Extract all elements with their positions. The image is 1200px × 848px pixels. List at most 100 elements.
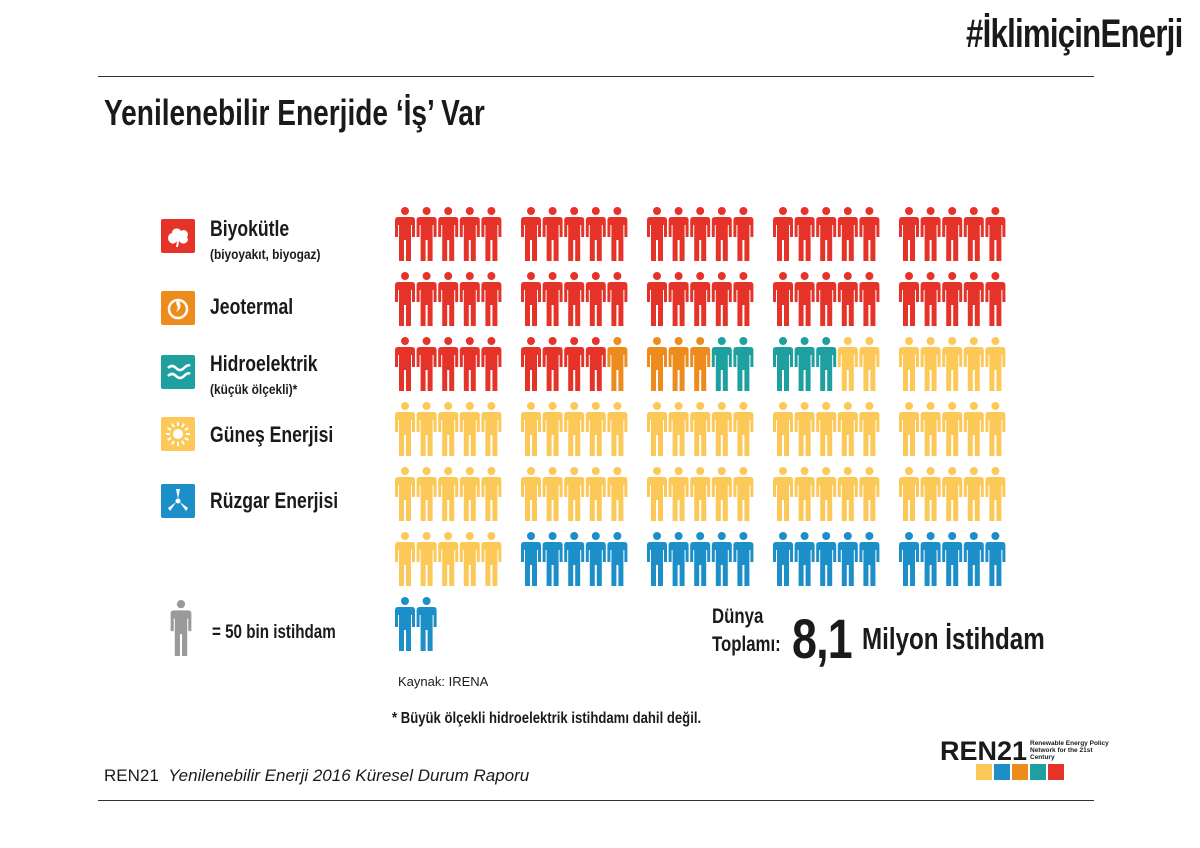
person-figure [859, 207, 880, 261]
person-figure [794, 532, 815, 586]
person-figure [521, 337, 541, 391]
report-name: Yenilenebilir Enerji 2016 Küresel Durum … [168, 766, 530, 785]
person-figure [794, 272, 815, 326]
person-figure [668, 337, 689, 391]
person-figure [773, 272, 793, 326]
top-divider [98, 76, 1094, 77]
person-figure [521, 467, 541, 521]
report-org: REN21 [104, 766, 159, 785]
logo-sun-icon [976, 764, 992, 780]
person-figure [542, 272, 563, 326]
legend-label-geothermal: Jeotermal [210, 294, 294, 319]
person-figure [585, 272, 606, 326]
person-figure [794, 467, 815, 521]
person-figure [733, 272, 754, 326]
person-figure [438, 467, 459, 521]
person-figure [564, 337, 585, 391]
bottom-divider [98, 800, 1094, 801]
person-figure [816, 467, 837, 521]
person-figure [607, 337, 628, 391]
person-figure [690, 272, 711, 326]
person-figure [395, 207, 415, 261]
person-figure [920, 272, 941, 326]
person-figure [668, 272, 689, 326]
person-figure [794, 337, 815, 391]
person-figure [985, 402, 1006, 456]
person-figure [963, 467, 984, 521]
person-figure [920, 532, 941, 586]
person-figure [773, 467, 793, 521]
person-figure [899, 532, 919, 586]
person-figure [521, 272, 541, 326]
person-figure [395, 272, 415, 326]
person-figure [395, 467, 415, 521]
person-figure [690, 207, 711, 261]
person-figure [837, 467, 858, 521]
person-figure [985, 207, 1006, 261]
person-figure [564, 272, 585, 326]
person-figure [542, 532, 563, 586]
person-figure [711, 532, 732, 586]
person-figure [690, 402, 711, 456]
person-figure [773, 402, 793, 456]
person-figure [416, 467, 437, 521]
person-figure [459, 532, 480, 586]
person-figure [773, 532, 793, 586]
logo-text: REN21 [940, 736, 1028, 766]
person-figure [899, 467, 919, 521]
person-figure [711, 402, 732, 456]
person-figure [985, 337, 1006, 391]
sun-icon [161, 417, 195, 451]
person-figure [859, 532, 880, 586]
person-figure [942, 272, 963, 326]
source-note: Kaynak: IRENA [398, 674, 489, 689]
person-figure [794, 402, 815, 456]
person-figure [733, 207, 754, 261]
person-figure [416, 337, 437, 391]
person-figure [395, 597, 415, 651]
person-figure [690, 467, 711, 521]
person-figure [859, 402, 880, 456]
person-figure [481, 532, 502, 586]
leaf-icon [161, 219, 195, 253]
person-figure [711, 207, 732, 261]
person-figure [438, 337, 459, 391]
person-figure [816, 337, 837, 391]
person-figure [416, 402, 437, 456]
person-figure [564, 207, 585, 261]
person-figure [816, 402, 837, 456]
person-figure [585, 207, 606, 261]
person-figure [481, 402, 502, 456]
person-figure [585, 402, 606, 456]
person-figure [899, 402, 919, 456]
person-figure [521, 402, 541, 456]
person-figure [416, 532, 437, 586]
person-figure [668, 467, 689, 521]
person-figure [647, 532, 667, 586]
person-figure [963, 272, 984, 326]
legend-label-hydro: Hidroelektrik [210, 351, 318, 376]
person-figure [963, 337, 984, 391]
person-figure [899, 337, 919, 391]
chart-title: Yenilenebilir Enerjide ‘İş’ Var [104, 92, 485, 133]
person-figure [837, 337, 858, 391]
person-figure [711, 337, 732, 391]
person-figure [794, 207, 815, 261]
person-figure [459, 467, 480, 521]
logo-leaf-icon [1048, 764, 1064, 780]
person-figure [668, 402, 689, 456]
legend-label-wind: Rüzgar Enerjisi [210, 488, 339, 513]
person-figure [459, 402, 480, 456]
person-figure [459, 207, 480, 261]
report-citation: REN21 Yenilenebilir Enerji 2016 Küresel … [104, 766, 529, 786]
person-figure [607, 402, 628, 456]
person-figure [733, 402, 754, 456]
person-figure [481, 207, 502, 261]
person-figure [690, 337, 711, 391]
person-figure [542, 207, 563, 261]
person-figure [920, 207, 941, 261]
person-figure [607, 532, 628, 586]
person-figure [985, 272, 1006, 326]
person-figure [942, 207, 963, 261]
ren21-logo: REN21 Renewable Energy Policy Network fo… [940, 736, 1109, 786]
